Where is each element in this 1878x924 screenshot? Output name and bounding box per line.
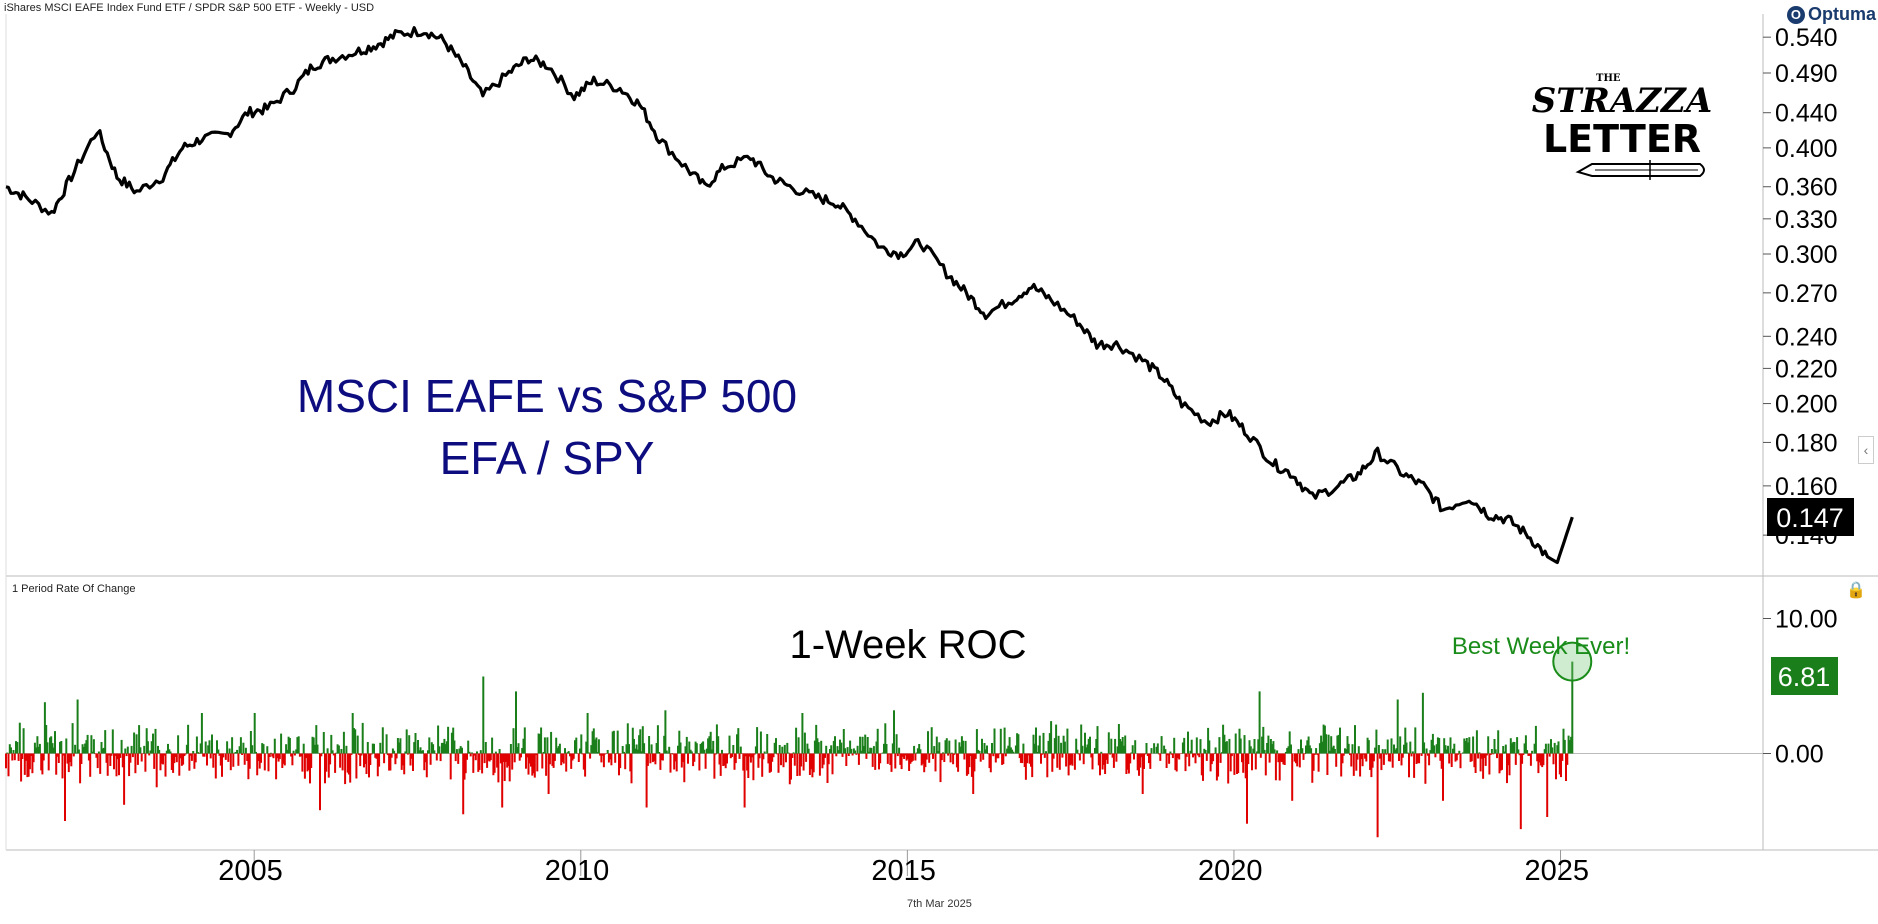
roc-plot <box>5 641 1763 838</box>
ratio-ytick-label: 0.330 <box>1775 206 1838 234</box>
roc-last-value: 6.81 <box>1778 662 1831 692</box>
optuma-icon: O <box>1786 5 1805 24</box>
xtick-label: 2005 <box>218 855 283 887</box>
xtick-label: 2020 <box>1198 855 1263 887</box>
ratio-series-line <box>5 26 1574 565</box>
logo-strazza: STRAZZA <box>1532 81 1713 121</box>
lock-icon[interactable]: 🔒 <box>1846 582 1866 599</box>
ratio-last-value: 0.147 <box>1776 503 1844 533</box>
strazza-letter-logo: THE STRAZZA LETTER <box>1532 73 1713 180</box>
roc-title: 1-Week ROC <box>789 623 1026 667</box>
pen-icon <box>1575 160 1705 180</box>
optuma-brand: O Optuma <box>1786 4 1876 25</box>
axes: 0.540 0.490 0.440 0.400 0.360 0.330 0.300 0.270… <box>218 24 1837 887</box>
ratio-ytick-label: 0.490 <box>1775 60 1838 88</box>
ratio-ytick-label: 0.160 <box>1775 473 1838 501</box>
ratio-ytick-label: 0.200 <box>1775 391 1838 419</box>
roc-ytick-label: 0.00 <box>1775 741 1824 769</box>
ratio-plot <box>5 26 1574 565</box>
ratio-ytick-label: 0.300 <box>1775 241 1838 269</box>
roc-ytick-label: 10.00 <box>1775 606 1838 634</box>
xtick-label: 2025 <box>1525 855 1590 887</box>
chart-title: MSCI EAFE vs S&P 500 <box>297 370 797 422</box>
ratio-last-value-badge <box>1767 498 1854 536</box>
roc-last-value-badge <box>1771 657 1838 695</box>
ratio-ytick-label: 0.270 <box>1775 280 1838 308</box>
roc-panel-label: 1 Period Rate Of Change <box>12 583 136 595</box>
ratio-ytick-label: 0.180 <box>1775 429 1838 457</box>
xtick-label: 2010 <box>545 855 610 887</box>
chart-header-title: iShares MSCI EAFE Index Fund ETF / SPDR … <box>4 2 375 14</box>
ratio-ytick-label: 0.400 <box>1775 135 1838 163</box>
chart-subtitle: EFA / SPY <box>440 432 655 484</box>
logo-letter: LETTER <box>1543 117 1701 161</box>
collapse-panel-arrow-icon[interactable]: ‹ <box>1858 436 1874 464</box>
footer-date: 7th Mar 2025 <box>907 898 972 910</box>
logo-the: THE <box>1596 73 1621 84</box>
best-week-highlight <box>1552 641 1593 682</box>
xtick-label: 2015 <box>871 855 936 887</box>
ratio-ytick-label: 0.440 <box>1775 100 1838 128</box>
ratio-ytick-label: 0.240 <box>1775 323 1838 351</box>
ratio-ytick-label: 0.220 <box>1775 355 1838 383</box>
ratio-ytick-label: 0.360 <box>1775 174 1838 202</box>
optuma-label: Optuma <box>1807 4 1876 24</box>
best-week-annotation: Best Week Ever! <box>1452 633 1630 660</box>
ratio-ytick-label: 0.540 <box>1775 24 1838 52</box>
